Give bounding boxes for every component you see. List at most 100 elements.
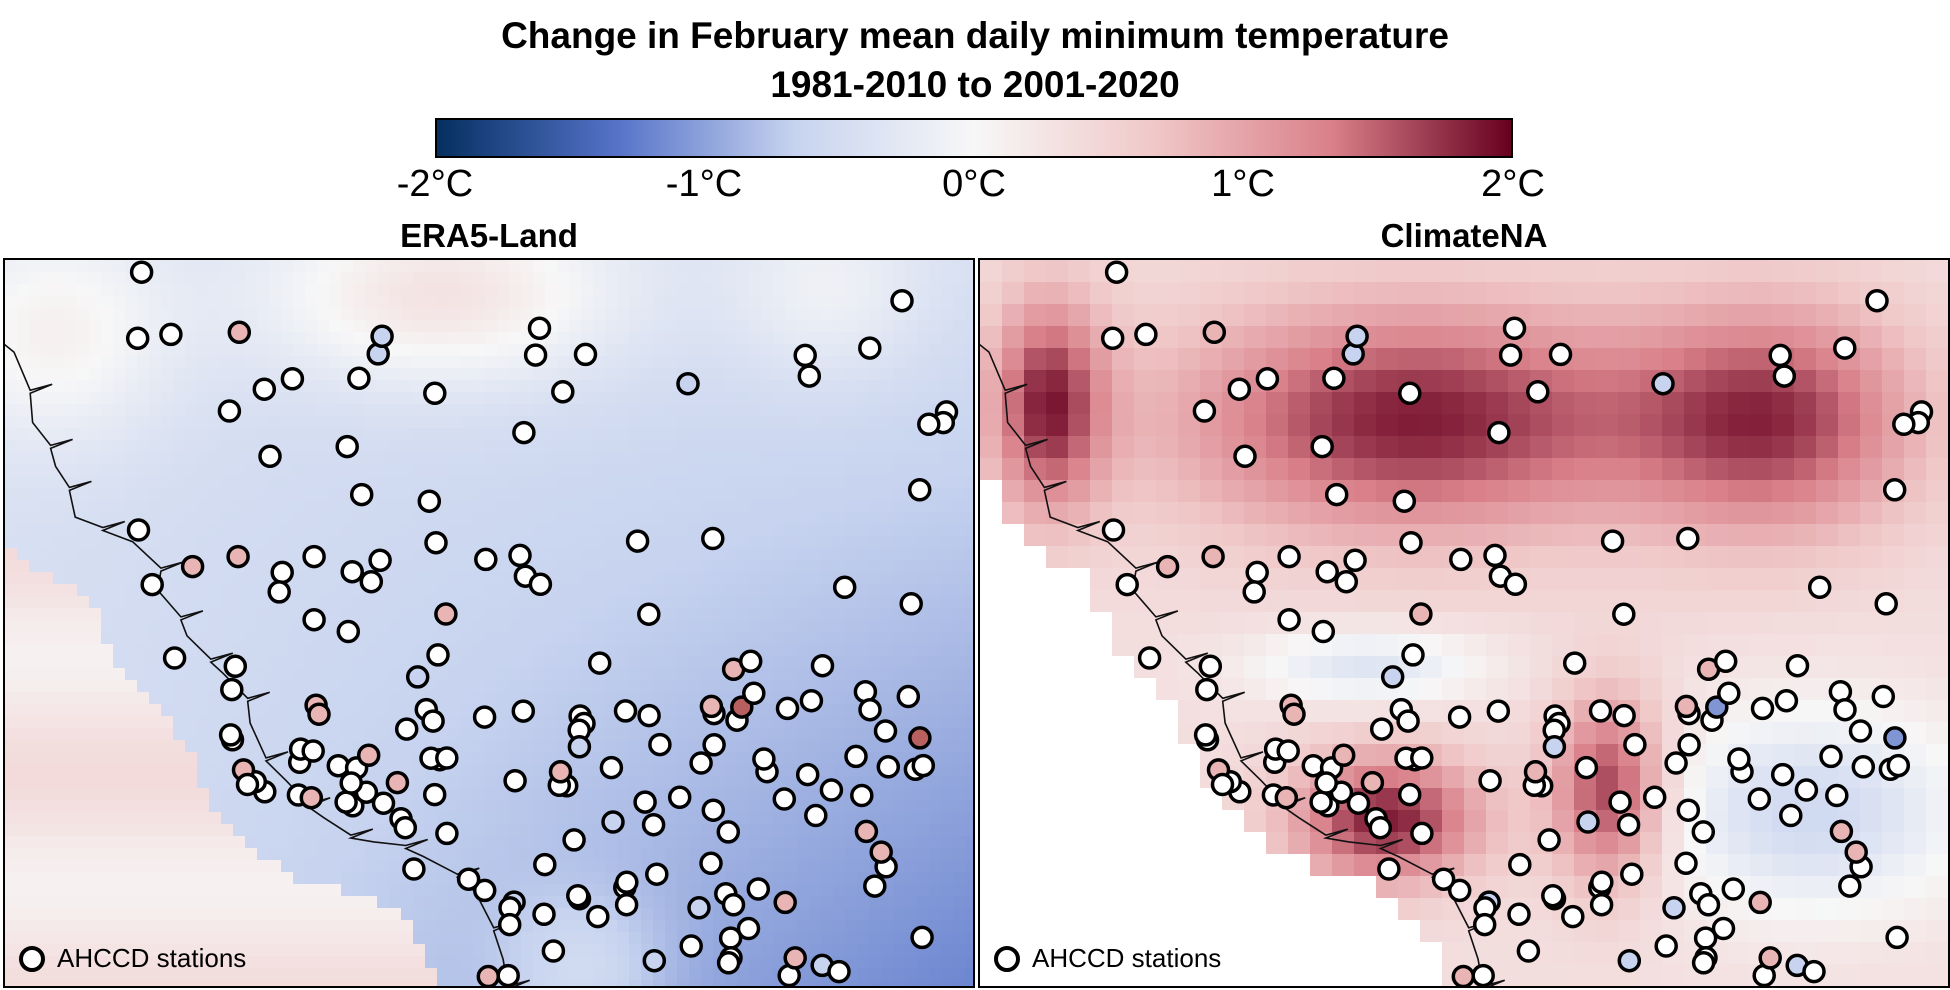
station-marker <box>359 569 384 594</box>
station-marker <box>908 726 932 750</box>
station-marker <box>1711 916 1736 941</box>
station-marker <box>858 336 882 360</box>
station-marker-icon <box>994 945 1020 972</box>
station-marker <box>1360 770 1385 795</box>
station-marker <box>599 755 624 780</box>
station-marker <box>873 719 898 743</box>
station-marker <box>235 772 260 797</box>
station-marker <box>474 547 498 572</box>
station-marker <box>402 857 426 881</box>
station-marker <box>1772 364 1797 388</box>
station-marker <box>422 782 447 807</box>
station-marker <box>613 699 638 723</box>
station-marker <box>775 696 800 721</box>
station-marker <box>125 326 150 351</box>
map-panel-climatena: AHCCD stations <box>978 258 1950 988</box>
station-marker <box>1620 862 1644 886</box>
station-marker <box>527 316 552 341</box>
station-marker <box>667 785 692 810</box>
station-marker <box>689 751 713 775</box>
station-marker <box>349 482 374 507</box>
station-marker <box>701 526 725 551</box>
station-marker <box>551 380 575 404</box>
station-marker <box>1277 607 1301 632</box>
station-marker <box>1449 547 1473 572</box>
station-marker <box>496 963 520 986</box>
station-marker <box>1134 322 1158 347</box>
station-marker <box>1155 554 1180 579</box>
station-marker <box>1561 904 1585 929</box>
station-marker <box>1886 753 1911 778</box>
station-marker <box>1848 719 1873 743</box>
station-marker <box>1483 543 1507 568</box>
station-marker <box>421 709 445 733</box>
station-markers <box>1100 260 1934 986</box>
station-marker <box>370 324 394 349</box>
station-marker <box>701 798 726 822</box>
station-marker <box>1523 760 1548 784</box>
station-marker <box>394 717 419 741</box>
station-marker <box>456 867 481 891</box>
station-marker <box>1785 653 1810 678</box>
station-marker <box>1478 768 1502 793</box>
station-marker <box>1431 867 1456 891</box>
station-marker <box>227 320 252 345</box>
station-marker <box>721 893 746 917</box>
station-marker <box>508 543 532 568</box>
station-marker <box>601 810 625 834</box>
station-marker <box>1541 883 1565 908</box>
station-marker <box>307 702 331 726</box>
station-marker <box>1770 762 1795 787</box>
station-marker <box>1844 840 1868 864</box>
station-marker <box>476 964 501 986</box>
station-marker <box>1380 665 1405 689</box>
map-canvas <box>5 260 973 986</box>
station-marker <box>523 343 548 367</box>
station-marker <box>1410 821 1434 846</box>
station-marker <box>1717 681 1741 706</box>
station-marker <box>1542 735 1567 759</box>
station-marker <box>1397 782 1422 807</box>
station-marker <box>1115 572 1139 597</box>
station-marker <box>334 790 358 814</box>
station-marker <box>258 444 282 469</box>
colorbar-tick-label: -1°C <box>665 163 743 205</box>
station-marker <box>858 697 882 722</box>
station-marker <box>679 934 703 958</box>
station-marker <box>1369 717 1394 741</box>
station-marker <box>1833 336 1857 360</box>
station-marker <box>1210 772 1235 797</box>
station-marker <box>702 733 726 757</box>
station-marker <box>1100 326 1125 351</box>
station-marker <box>1277 544 1301 569</box>
station-marker <box>1472 912 1497 937</box>
station-marker <box>645 862 669 886</box>
station-marker <box>1616 812 1641 837</box>
station-marker <box>1548 342 1573 367</box>
station-marker <box>1137 646 1162 670</box>
station-marker <box>736 916 761 941</box>
station-marker <box>1662 896 1686 920</box>
station-marker <box>1617 948 1642 973</box>
station-marker <box>742 681 766 706</box>
station-marker <box>1310 434 1334 459</box>
station-marker <box>497 912 522 937</box>
map-panel-era5: AHCCD stations <box>3 258 975 988</box>
station-marker <box>472 705 497 729</box>
station-marker <box>1451 964 1476 986</box>
station-marker <box>533 852 557 877</box>
colorbar <box>435 118 1513 158</box>
station-marker <box>1331 743 1356 768</box>
station-marker <box>1664 751 1688 775</box>
station-marker <box>1345 324 1369 349</box>
station-marker <box>435 746 459 770</box>
legend-label: AHCCD stations <box>57 943 247 973</box>
station-marker <box>850 783 874 808</box>
station-marker <box>1589 892 1614 917</box>
station-marker <box>1508 852 1532 877</box>
station-marker <box>1600 529 1625 553</box>
station-marker <box>566 883 590 908</box>
station-marker <box>797 364 822 388</box>
station-marker <box>1588 699 1613 723</box>
station-marker <box>1623 732 1647 757</box>
